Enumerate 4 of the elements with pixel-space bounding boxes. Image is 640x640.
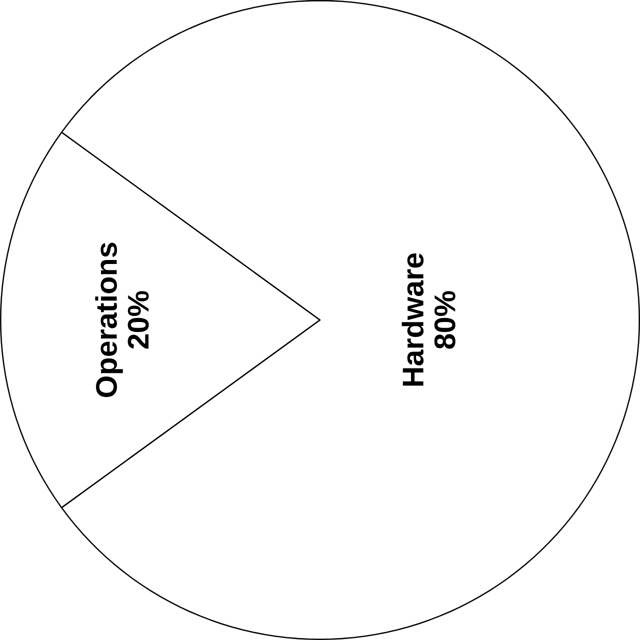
slice-label: Operations: [95, 242, 123, 398]
slice-label: Hardware: [402, 253, 424, 386]
data-label: 20%: [128, 291, 149, 349]
data-label: 80%: [434, 291, 456, 349]
